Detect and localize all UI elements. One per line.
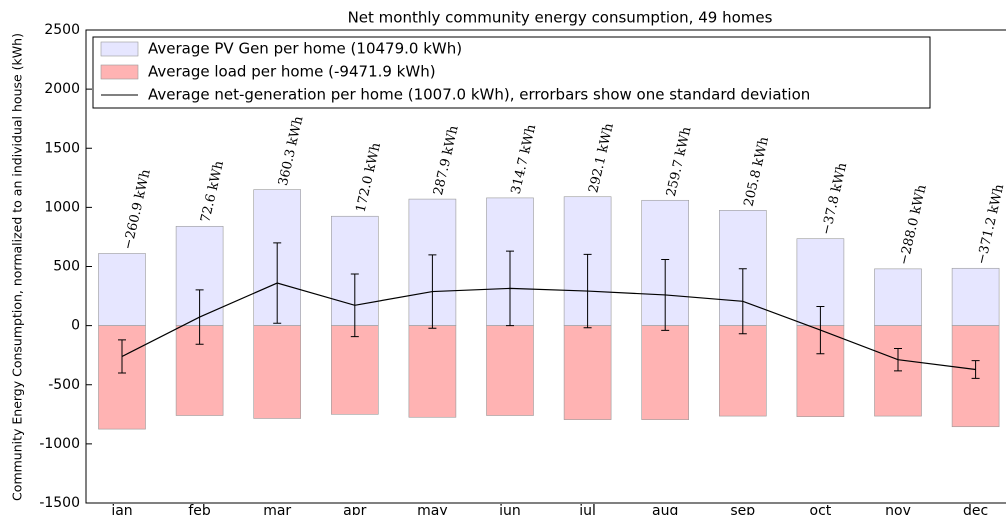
x-tick-label: mar bbox=[263, 503, 291, 515]
x-tick-label: may bbox=[417, 503, 448, 515]
y-tick-label: 0 bbox=[71, 318, 80, 334]
value-label: −288.0 kWh bbox=[897, 183, 930, 267]
x-tick-label: feb bbox=[188, 503, 211, 515]
legend-swatch bbox=[100, 64, 139, 80]
y-tick-label: 1500 bbox=[44, 140, 80, 156]
x-tick-label: sep bbox=[730, 503, 755, 515]
x-tick-label: jun bbox=[498, 503, 521, 515]
legend-box bbox=[92, 36, 931, 109]
axes-frame bbox=[85, 29, 1006, 504]
legend-label: Average net-generation per home (1007.0 … bbox=[148, 86, 810, 104]
value-label: 259.7 kWh bbox=[664, 125, 695, 198]
y-tick-label: 500 bbox=[53, 259, 80, 275]
net-line bbox=[121, 282, 976, 371]
legend-swatch bbox=[100, 41, 139, 57]
value-label: 360.3 kWh bbox=[276, 114, 307, 187]
error-bar bbox=[971, 360, 980, 379]
y-tick-label: 2000 bbox=[44, 81, 80, 97]
bar bbox=[951, 267, 1000, 326]
legend-label: Average PV Gen per home (10479.0 kWh) bbox=[148, 40, 462, 58]
value-label: 205.8 kWh bbox=[741, 135, 772, 208]
bar bbox=[718, 325, 767, 417]
y-tick-label: -1500 bbox=[39, 495, 80, 511]
bar bbox=[486, 325, 534, 416]
value-label: 292.1 kWh bbox=[586, 121, 617, 194]
value-label: −260.9 kWh bbox=[121, 167, 154, 251]
y-axis-label: Community Energy Consumption, normalized… bbox=[10, 33, 25, 501]
value-label: 72.6 kWh bbox=[198, 159, 227, 224]
bar bbox=[253, 325, 301, 419]
value-label: −371.2 kWh bbox=[974, 182, 1006, 266]
x-tick-label: oct bbox=[810, 503, 832, 515]
value-label: 287.9 kWh bbox=[431, 124, 462, 197]
value-label: 172.0 kWh bbox=[353, 141, 384, 214]
value-label: 314.7 kWh bbox=[509, 122, 540, 195]
x-tick-label: nov bbox=[885, 503, 911, 515]
y-tick-label: -500 bbox=[48, 377, 80, 393]
bar bbox=[874, 268, 922, 326]
x-tick-label: aug bbox=[652, 503, 678, 515]
bar bbox=[563, 325, 612, 420]
legend-label: Average load per home (-9471.9 kWh) bbox=[148, 63, 436, 81]
value-label: −37.8 kWh bbox=[819, 161, 850, 237]
bar bbox=[796, 325, 845, 417]
x-tick-label: jan bbox=[110, 503, 132, 515]
y-tick-label: -1000 bbox=[39, 436, 80, 452]
x-tick-label: jul bbox=[578, 503, 596, 515]
bar bbox=[641, 325, 690, 420]
y-tick-label: 1000 bbox=[44, 199, 80, 215]
bar bbox=[408, 325, 457, 418]
y-tick-label: 2500 bbox=[44, 22, 80, 38]
bar bbox=[330, 325, 379, 415]
x-tick-label: dec bbox=[963, 503, 988, 515]
chart-title: Net monthly community energy consumption… bbox=[348, 9, 773, 27]
bar bbox=[98, 253, 146, 326]
x-tick-label: apr bbox=[343, 503, 366, 515]
